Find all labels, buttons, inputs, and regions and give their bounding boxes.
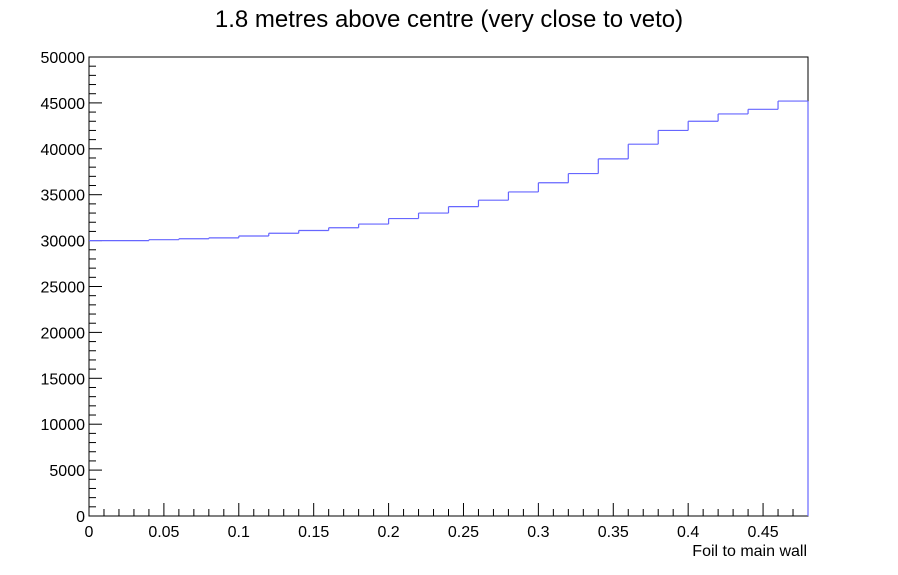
x-tick-label: 0.1 <box>228 524 250 541</box>
y-tick-label: 40000 <box>41 142 86 159</box>
histogram-series <box>89 100 809 516</box>
y-tick-label: 5000 <box>49 463 85 480</box>
y-tick-label: 15000 <box>41 371 86 388</box>
chart-title: 1.8 metres above centre (very close to v… <box>215 6 683 33</box>
plot-frame <box>88 56 809 517</box>
x-tick-label: 0.25 <box>448 524 479 541</box>
x-tick-label: 0.3 <box>527 524 549 541</box>
x-tick-label: 0.4 <box>677 524 699 541</box>
x-axis-label: Foil to main wall <box>692 543 807 560</box>
x-tick-label: 0.05 <box>148 524 179 541</box>
x-tick-label: 0 <box>85 524 94 541</box>
x-tick-label: 0.35 <box>598 524 629 541</box>
y-tick-label: 45000 <box>41 96 86 113</box>
y-tick-label: 50000 <box>41 50 86 67</box>
y-tick-label: 20000 <box>41 325 86 342</box>
y-axis-ticks: 0 5000 10000 15000 20000 25000 30000 35000 40000… <box>41 50 102 526</box>
x-tick-label: 0.2 <box>377 524 399 541</box>
x-tick-label: 0.15 <box>298 524 329 541</box>
y-tick-label: 25000 <box>41 280 86 297</box>
y-tick-label: 10000 <box>41 417 86 434</box>
y-tick-label: 30000 <box>41 234 86 251</box>
y-tick-label: 35000 <box>41 188 86 205</box>
x-axis-ticks: 0 0.05 0.1 0.15 0.2 0.25 0.3 0.35 0.4 0.45 <box>85 503 809 541</box>
x-tick-label: 0.45 <box>747 524 778 541</box>
y-tick-label: 0 <box>76 509 85 526</box>
